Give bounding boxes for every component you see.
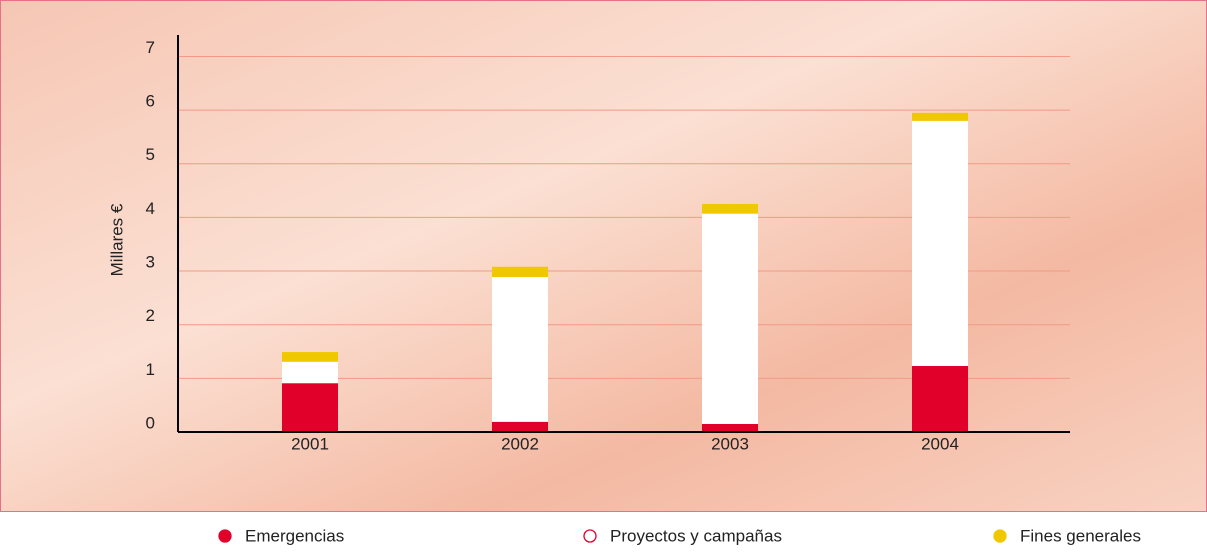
y-tick-label: 4 (146, 199, 155, 218)
bar-segment (492, 276, 548, 422)
y-tick-label: 0 (146, 413, 155, 432)
bar-segment (702, 213, 758, 424)
y-tick-label: 3 (146, 253, 155, 272)
y-axis-label: Millares € (107, 203, 126, 276)
x-tick-label: 2004 (921, 434, 959, 453)
bar-segment (282, 383, 338, 432)
y-tick-label: 5 (146, 145, 155, 164)
bar-segment (912, 112, 968, 121)
legend-label: Emergencias (245, 526, 344, 545)
y-tick-label: 2 (146, 306, 155, 325)
bar-segment (492, 421, 548, 432)
bar-segment (282, 361, 338, 384)
legend-marker (218, 529, 232, 543)
legend-label: Proyectos y campañas (610, 526, 782, 545)
legend-marker (583, 529, 597, 543)
x-tick-label: 2002 (501, 434, 539, 453)
bar-segment (912, 120, 968, 367)
x-tick-label: 2001 (291, 434, 329, 453)
y-tick-label: 6 (146, 92, 155, 111)
bar-segment (282, 352, 338, 362)
background (0, 0, 1207, 512)
bar-segment (492, 266, 548, 277)
bar-segment (702, 203, 758, 214)
y-tick-label: 7 (146, 38, 155, 57)
legend-marker (993, 529, 1007, 543)
bar-segment (702, 423, 758, 432)
y-tick-label: 1 (146, 360, 155, 379)
bar-segment (912, 366, 968, 432)
legend-label: Fines generales (1020, 526, 1141, 545)
x-tick-label: 2003 (711, 434, 749, 453)
